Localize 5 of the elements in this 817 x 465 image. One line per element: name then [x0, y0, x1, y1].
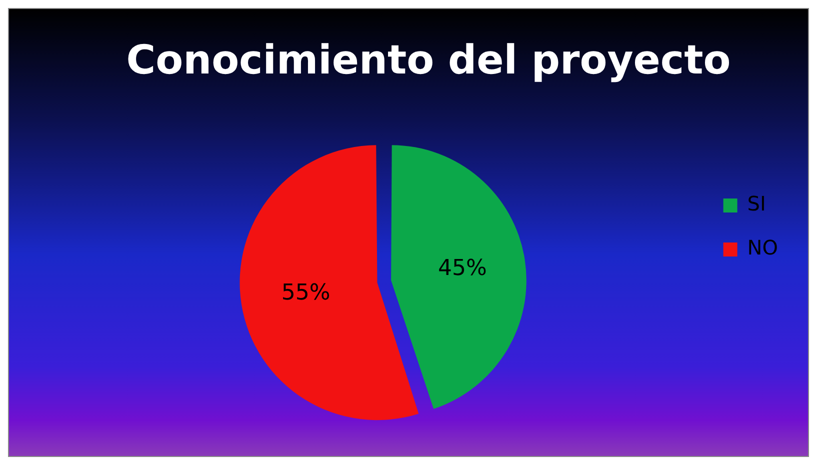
- legend-label: SI: [747, 192, 766, 216]
- data-label: 45%: [438, 256, 487, 281]
- legend-label: NO: [747, 236, 778, 260]
- chart-title: Conocimiento del proyecto: [126, 37, 731, 84]
- data-label: 55%: [281, 280, 330, 306]
